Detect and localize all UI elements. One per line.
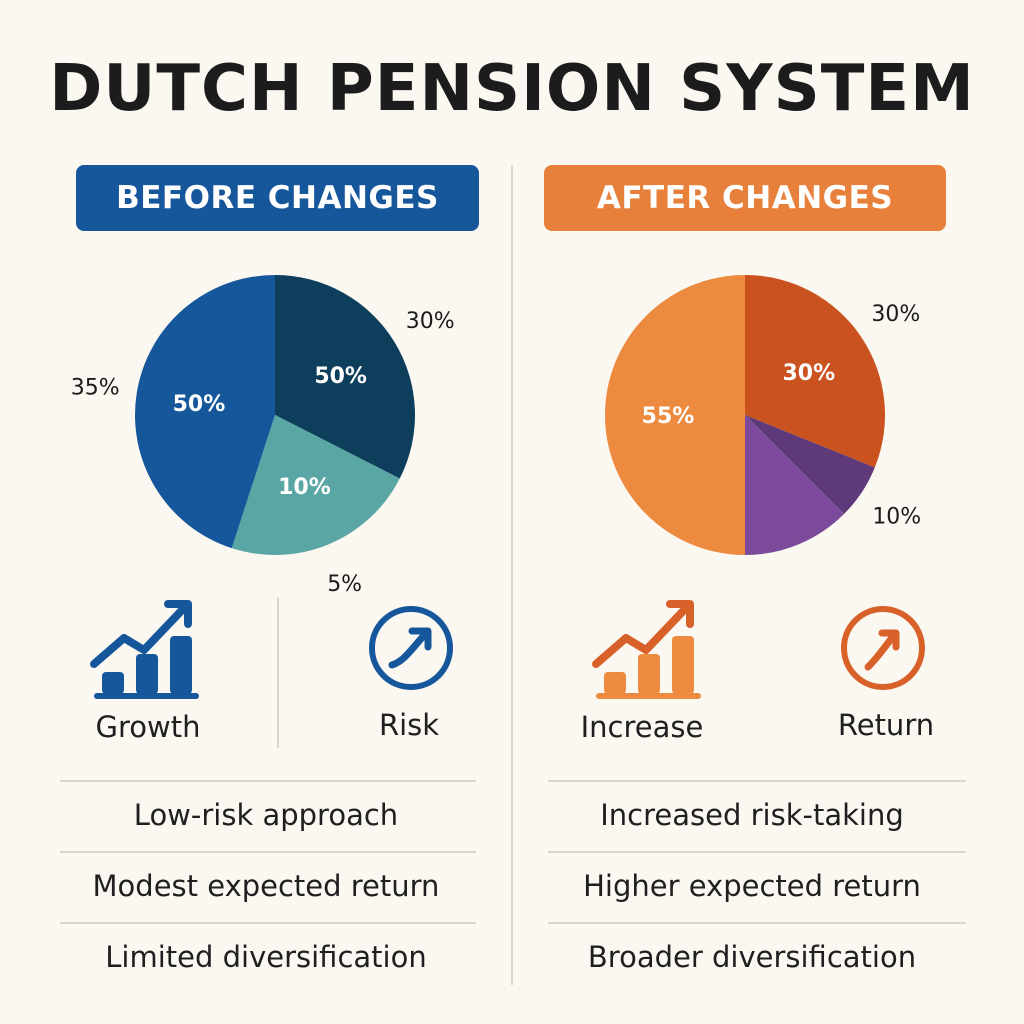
row-divider [548, 851, 966, 853]
bar-chart-arrow-icon [90, 600, 199, 699]
after-row-3: Broader diversification [587, 940, 917, 974]
bar-chart-arrow-icon [592, 600, 701, 699]
slice-inner-label: 50% [314, 364, 367, 389]
row-divider [60, 851, 476, 853]
before-row-2: Modest expected return [92, 869, 440, 903]
before-banner: BEFORE CHANGES [76, 165, 479, 231]
pie-slice [745, 415, 844, 555]
pie-slice [231, 415, 400, 555]
slice-inner-label: 50% [173, 392, 226, 417]
before-pie-chart: 50% 30% 10% 5% 50% 35% [71, 275, 455, 597]
after-row-2: Higher expected return [583, 869, 921, 903]
circle-arrow-icon [369, 606, 453, 690]
risk-label: Risk [378, 708, 440, 742]
slice-inner-label: 10% [278, 475, 331, 500]
pie-slice [275, 275, 415, 479]
slice-inner-label: 30% [783, 361, 836, 386]
pie-slice [605, 275, 745, 555]
slice-outer-label: 30% [871, 302, 920, 327]
before-row-3: Limited diversification [105, 940, 427, 974]
row-divider [548, 922, 966, 924]
slice-outer-label: 10% [872, 504, 921, 529]
page-title: DUTCH PENSION SYSTEM [49, 52, 975, 126]
slice-outer-label: 35% [71, 376, 120, 401]
increase-label: Increase [580, 710, 704, 744]
slice-inner-label: 55% [642, 404, 695, 429]
before-row-1: Low-risk approach [133, 798, 399, 832]
icon-divider [277, 598, 279, 748]
pie-slice [745, 275, 885, 468]
center-divider [511, 165, 513, 985]
row-divider [60, 922, 476, 924]
pie-slice [134, 275, 275, 549]
after-row-1: Increased risk-taking [600, 798, 904, 832]
slice-outer-label: 30% [406, 309, 455, 334]
row-divider [60, 780, 476, 782]
after-banner: AFTER CHANGES [544, 165, 946, 231]
growth-label: Growth [95, 710, 201, 744]
row-divider [548, 780, 966, 782]
slice-outer-label: 5% [327, 572, 362, 597]
return-label: Return [837, 708, 935, 742]
after-pie-chart: 30% 30% 10% 55% [605, 275, 921, 555]
circle-arrow-icon [841, 606, 925, 690]
pie-slice [745, 415, 875, 514]
